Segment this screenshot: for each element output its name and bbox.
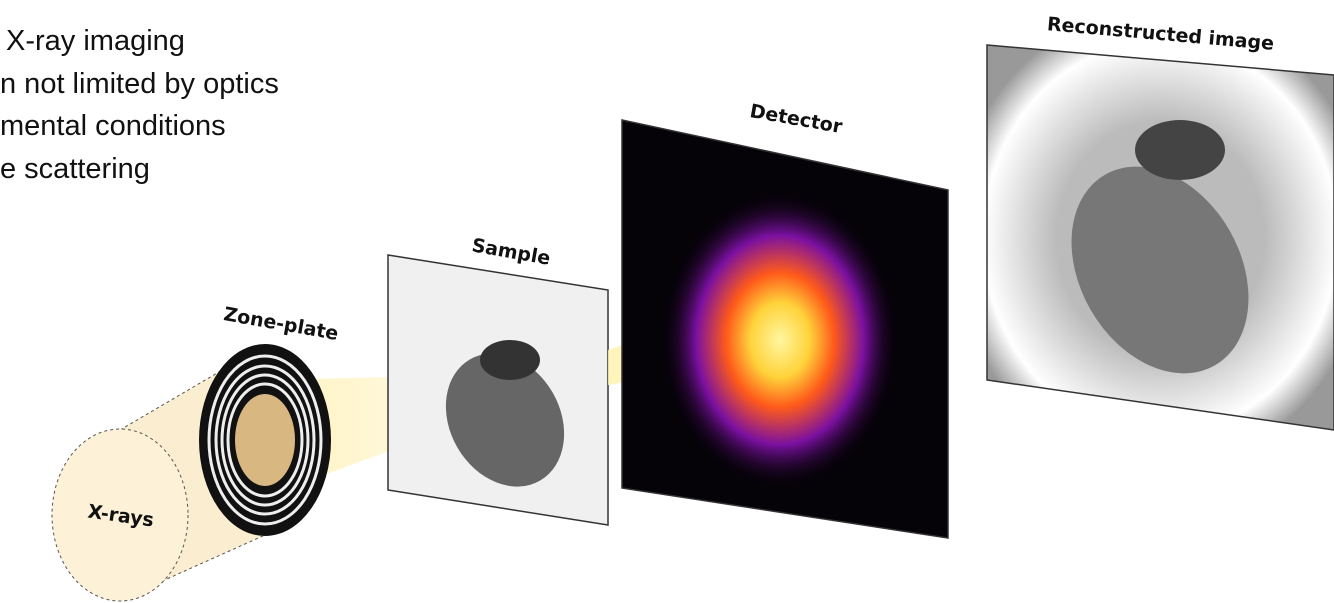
detector-label: Detector: [748, 100, 844, 138]
bullet-text: n not limited by optics: [0, 68, 279, 100]
bullet-text: mental conditions: [0, 110, 226, 142]
reconstructed-label: Reconstructed image: [1046, 13, 1275, 55]
reconstructed: Reconstructed image: [987, 13, 1334, 430]
sample: Sample: [388, 234, 608, 525]
bullets: X-ray imaging n not limited by optics me…: [0, 25, 279, 185]
zone-plate-label: Zone-plate: [222, 303, 340, 345]
zone-plate: Zone-plate: [199, 303, 340, 536]
sample-label: Sample: [470, 234, 552, 269]
bullet-text: e scattering: [0, 153, 150, 185]
diagram: X-ray imaging n not limited by optics me…: [0, 0, 1334, 603]
bullet-text: X-ray imaging: [6, 25, 185, 57]
detector: Detector: [622, 100, 948, 538]
